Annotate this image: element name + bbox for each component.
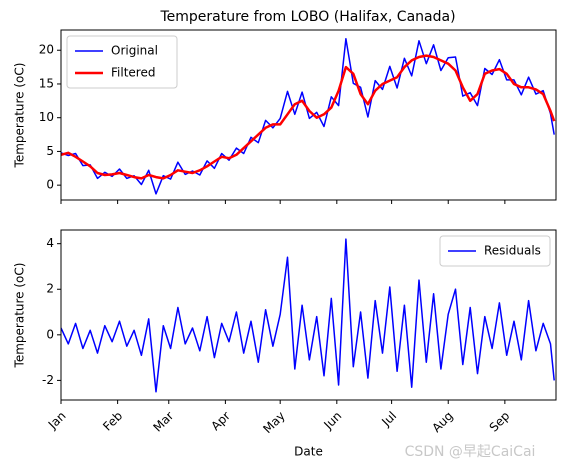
legend-label: Filtered	[111, 66, 155, 80]
x-tick-label: Jul	[378, 409, 399, 430]
y-tick-label: 0	[46, 178, 54, 192]
axes-frame	[60, 229, 557, 401]
data-line	[61, 38, 555, 195]
legend-label: Original	[111, 44, 158, 58]
x-tick-label: Mar	[150, 409, 176, 435]
x-tick-label: Apr	[208, 409, 233, 434]
legend-box	[439, 235, 551, 267]
y-tick-label: 15	[39, 76, 54, 90]
legend-label: Residuals	[484, 244, 541, 258]
y-tick-label: 20	[39, 43, 54, 57]
y-tick-label: -2	[42, 373, 54, 387]
x-tick-label: Aug	[429, 409, 455, 435]
x-tick-label: May	[260, 409, 287, 436]
x-tick-label: Feb	[100, 409, 125, 434]
y-axis-label: Temperature (oC)	[13, 263, 27, 369]
y-axis-label: Temperature (oC)	[13, 63, 27, 169]
legend-box	[66, 35, 178, 89]
y-tick-label: 4	[46, 236, 54, 250]
x-tick-label: Jun	[321, 409, 345, 433]
x-tick-label: Sep	[487, 409, 513, 435]
x-tick-label: Jan	[45, 409, 69, 433]
watermark: CSDN @早起CaiCai	[405, 444, 536, 460]
y-tick-label: 0	[46, 327, 54, 341]
axes-frame	[60, 29, 557, 201]
x-axis-label: Date	[294, 445, 323, 459]
y-tick-label: 5	[46, 144, 54, 158]
data-line	[61, 238, 555, 393]
y-tick-label: 10	[39, 110, 54, 124]
y-tick-label: 2	[46, 282, 54, 296]
data-line	[61, 54, 556, 180]
chart-title: Temperature from LOBO (Halifax, Canada)	[159, 9, 455, 25]
